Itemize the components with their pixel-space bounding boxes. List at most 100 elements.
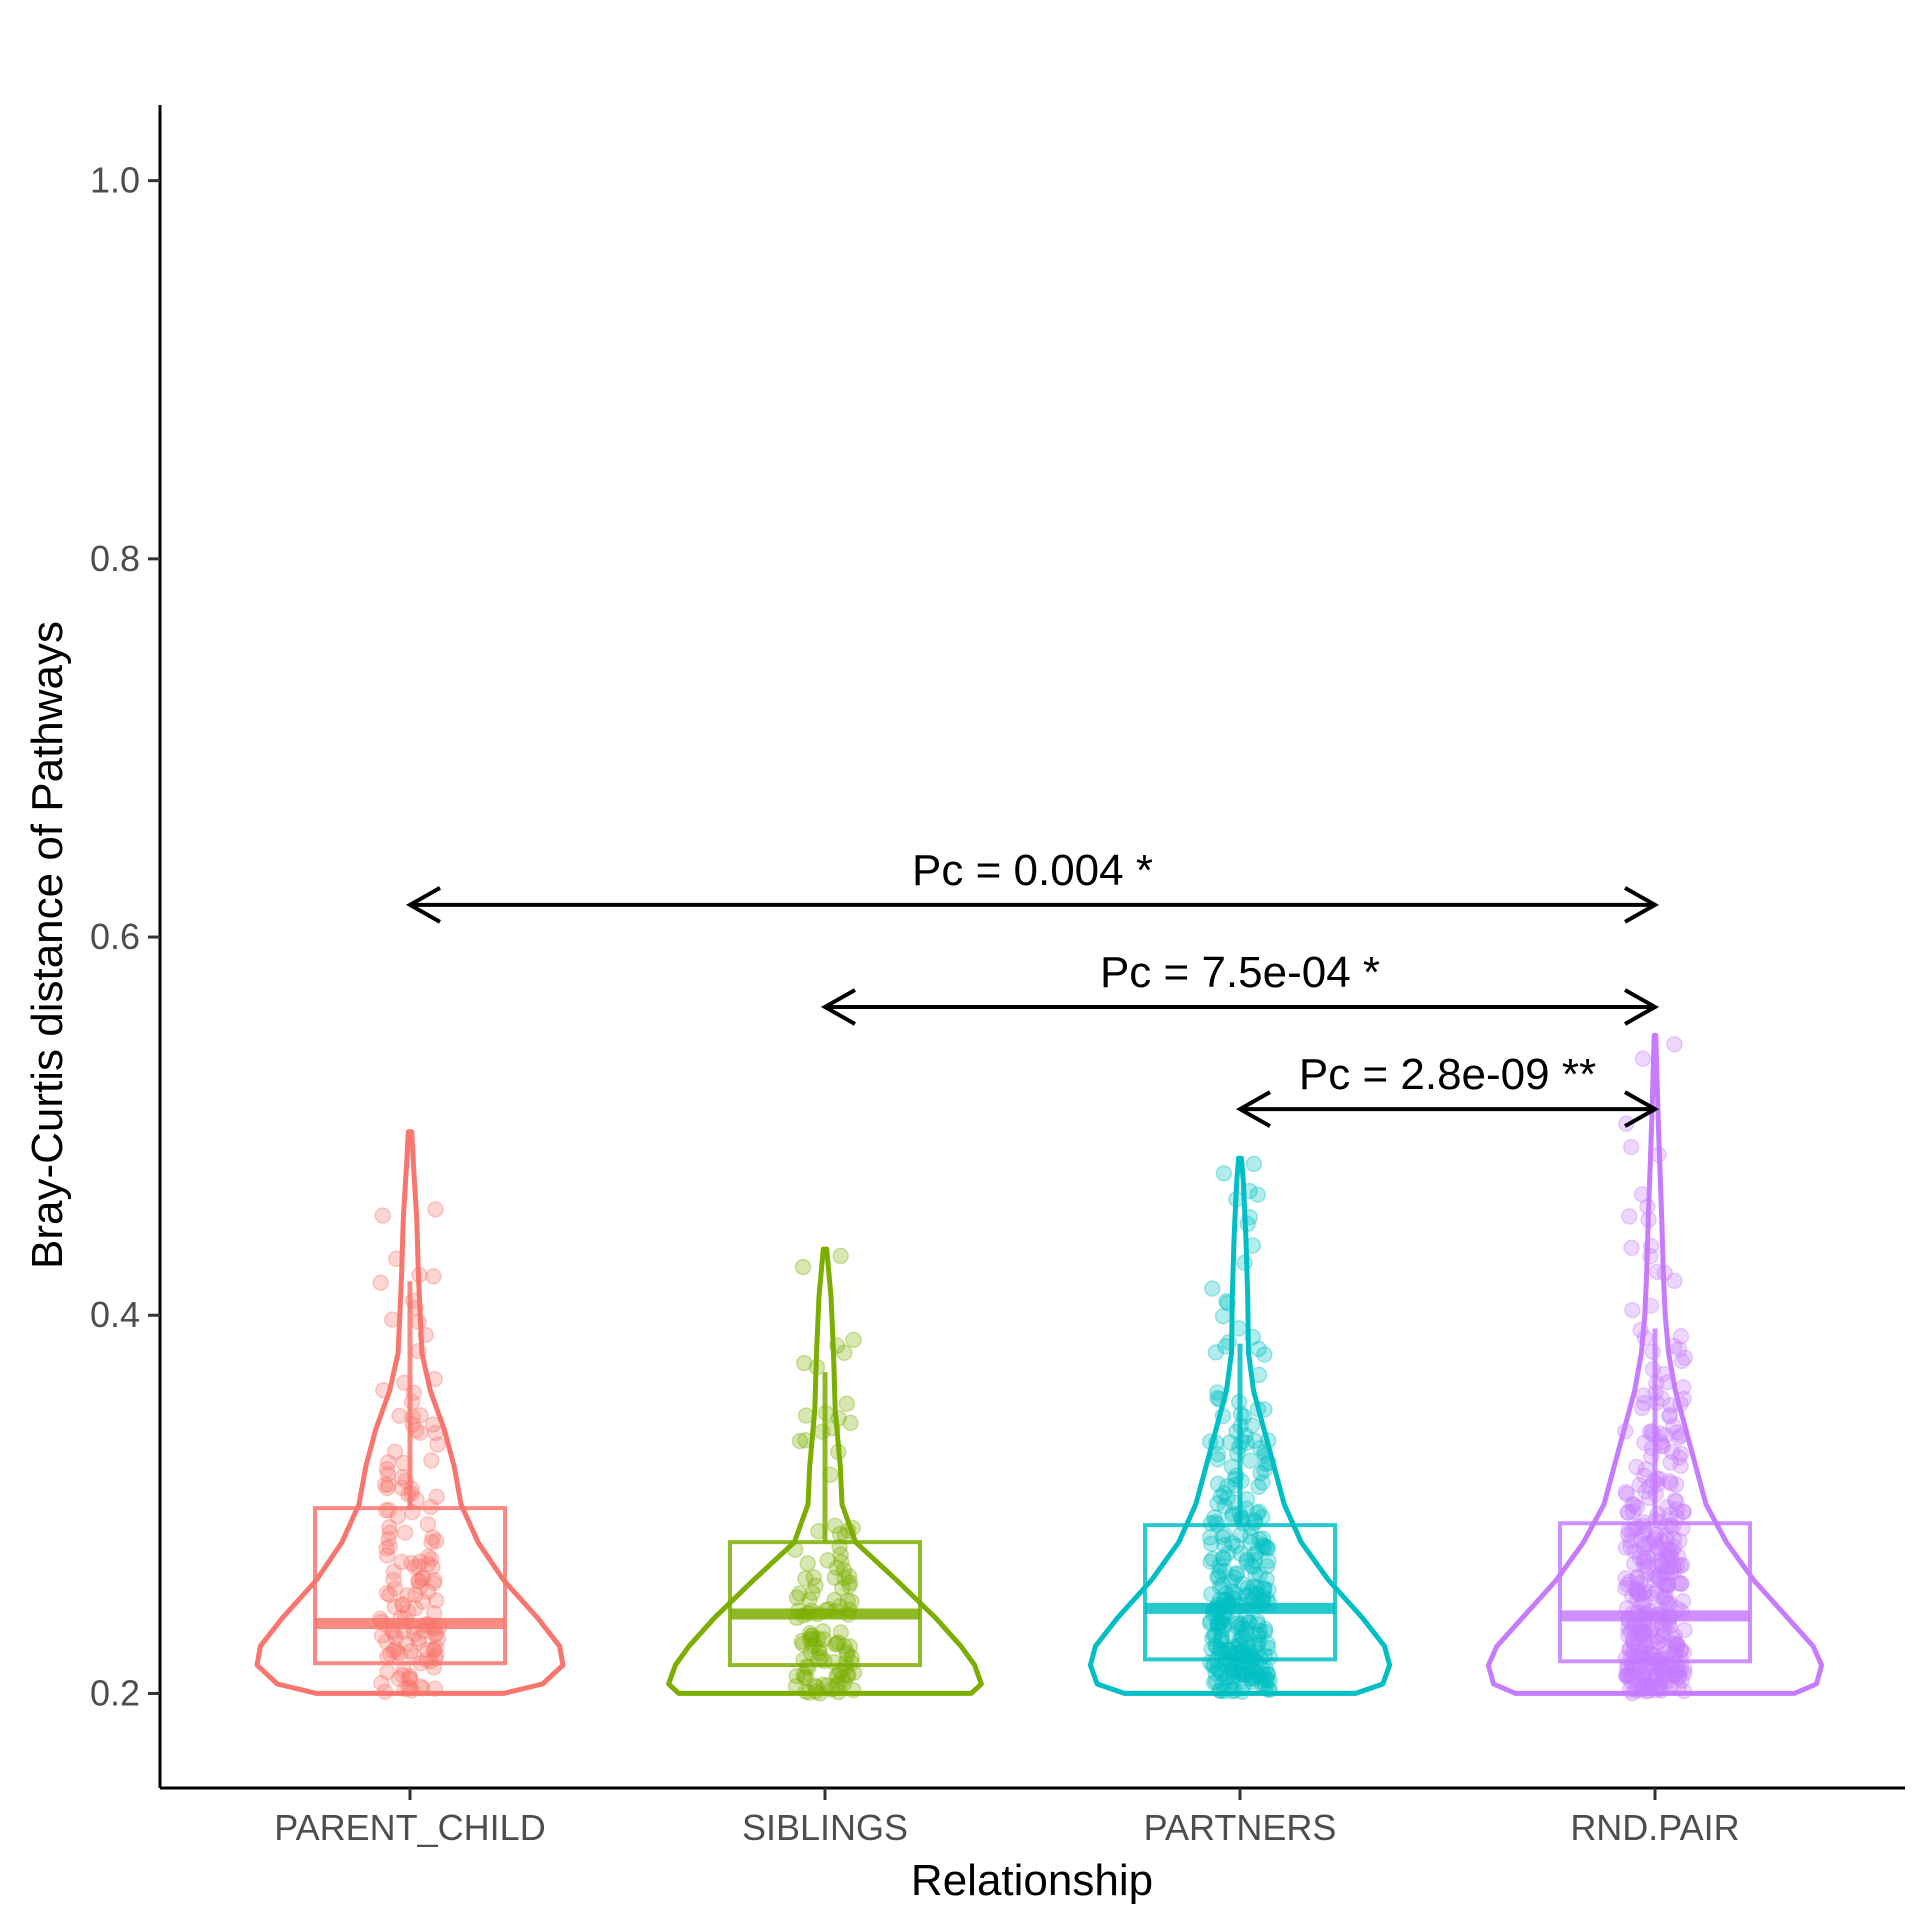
data-point bbox=[1202, 1535, 1220, 1553]
data-point bbox=[1641, 1478, 1658, 1495]
data-point bbox=[1623, 1685, 1641, 1702]
data-point bbox=[1201, 1529, 1219, 1546]
data-point bbox=[397, 1472, 415, 1490]
data-point bbox=[1228, 1423, 1245, 1440]
data-point bbox=[1245, 1578, 1263, 1595]
data-point bbox=[1660, 1541, 1677, 1559]
data-point bbox=[1634, 1665, 1651, 1682]
data-point bbox=[1657, 1615, 1674, 1633]
data-point bbox=[420, 1548, 437, 1566]
data-point bbox=[1248, 1504, 1266, 1522]
data-point bbox=[1250, 1503, 1268, 1521]
data-point bbox=[1234, 1619, 1251, 1637]
data-point bbox=[1258, 1591, 1276, 1608]
data-point bbox=[1204, 1280, 1221, 1297]
data-point bbox=[1619, 1666, 1637, 1684]
data-point bbox=[1209, 1615, 1226, 1632]
data-point bbox=[1656, 1672, 1673, 1690]
data-point bbox=[1209, 1384, 1226, 1401]
data-point bbox=[833, 1579, 851, 1597]
data-point bbox=[832, 1546, 849, 1563]
data-point bbox=[393, 1469, 411, 1486]
data-point bbox=[1629, 1584, 1646, 1601]
data-point bbox=[1669, 1636, 1686, 1654]
data-point bbox=[1246, 1514, 1264, 1531]
data-point bbox=[1643, 1439, 1661, 1457]
data-point bbox=[1633, 1678, 1651, 1695]
data-point bbox=[797, 1669, 815, 1686]
data-point bbox=[1249, 1400, 1267, 1418]
data-point bbox=[1243, 1593, 1261, 1610]
data-point bbox=[826, 1569, 844, 1586]
data-point bbox=[1663, 1443, 1681, 1461]
data-point bbox=[1210, 1618, 1227, 1636]
data-point bbox=[1247, 1586, 1264, 1603]
y-axis-title: Bray-Curtis distance of Pathways bbox=[23, 621, 72, 1269]
data-point bbox=[1231, 1653, 1249, 1671]
data-point bbox=[1213, 1632, 1230, 1649]
data-point bbox=[1676, 1664, 1693, 1682]
data-point bbox=[403, 1480, 421, 1498]
data-point bbox=[1647, 1485, 1665, 1503]
data-point bbox=[1211, 1591, 1229, 1609]
data-point bbox=[1221, 1434, 1239, 1451]
data-point bbox=[825, 1654, 843, 1671]
data-point bbox=[1646, 1571, 1663, 1588]
data-point bbox=[1233, 1596, 1251, 1613]
data-point bbox=[392, 1609, 409, 1626]
data-point bbox=[1673, 1352, 1691, 1370]
data-point bbox=[1642, 1297, 1660, 1314]
data-point bbox=[1235, 1642, 1252, 1659]
data-point bbox=[1638, 1605, 1655, 1622]
data-point bbox=[1623, 1661, 1641, 1679]
data-point bbox=[1617, 1579, 1634, 1597]
data-point bbox=[1622, 1538, 1639, 1556]
data-point bbox=[1238, 1551, 1256, 1568]
data-point bbox=[1651, 1676, 1669, 1694]
data-point bbox=[427, 1592, 445, 1609]
data-point bbox=[1237, 1621, 1255, 1639]
data-point bbox=[386, 1580, 404, 1597]
data-point bbox=[1209, 1660, 1227, 1677]
data-point bbox=[1638, 1565, 1655, 1583]
data-point bbox=[1637, 1676, 1654, 1693]
data-point bbox=[1243, 1668, 1261, 1686]
data-point bbox=[1251, 1666, 1269, 1684]
data-point bbox=[812, 1649, 830, 1666]
data-point bbox=[1217, 1585, 1234, 1602]
data-point bbox=[827, 1636, 844, 1653]
data-point bbox=[1640, 1211, 1657, 1229]
data-point bbox=[1656, 1666, 1673, 1684]
data-point bbox=[1204, 1605, 1222, 1622]
data-point bbox=[844, 1681, 862, 1699]
data-point bbox=[804, 1584, 821, 1602]
data-point bbox=[1242, 1534, 1260, 1552]
data-point bbox=[1633, 1644, 1650, 1661]
data-point bbox=[837, 1659, 854, 1676]
data-point bbox=[413, 1570, 431, 1588]
data-point bbox=[1633, 1666, 1651, 1683]
annotations-layer: Pc = 0.004 * Pc = 7.5e-04 * Pc = 2.8e-09 *… bbox=[405, 846, 1660, 1128]
data-point bbox=[1232, 1616, 1250, 1633]
data-point bbox=[1656, 1637, 1674, 1655]
data-point bbox=[1249, 1613, 1266, 1630]
data-point bbox=[1212, 1641, 1230, 1658]
data-point bbox=[1213, 1665, 1230, 1682]
data-point bbox=[1216, 1656, 1233, 1674]
data-point bbox=[1246, 1551, 1264, 1569]
data-point bbox=[835, 1674, 853, 1692]
data-point bbox=[794, 1635, 812, 1653]
data-point bbox=[845, 1331, 862, 1349]
data-point bbox=[1229, 1619, 1247, 1636]
data-point bbox=[1245, 1155, 1263, 1173]
data-point bbox=[1242, 1583, 1260, 1600]
data-point bbox=[410, 1633, 428, 1651]
data-point bbox=[1258, 1671, 1276, 1689]
data-point bbox=[429, 1630, 447, 1647]
data-point bbox=[1229, 1645, 1247, 1662]
data-point bbox=[830, 1409, 847, 1427]
data-point bbox=[1666, 1666, 1683, 1683]
data-point bbox=[1645, 1585, 1663, 1602]
data-point bbox=[1647, 1668, 1665, 1686]
data-point bbox=[1241, 1648, 1259, 1665]
